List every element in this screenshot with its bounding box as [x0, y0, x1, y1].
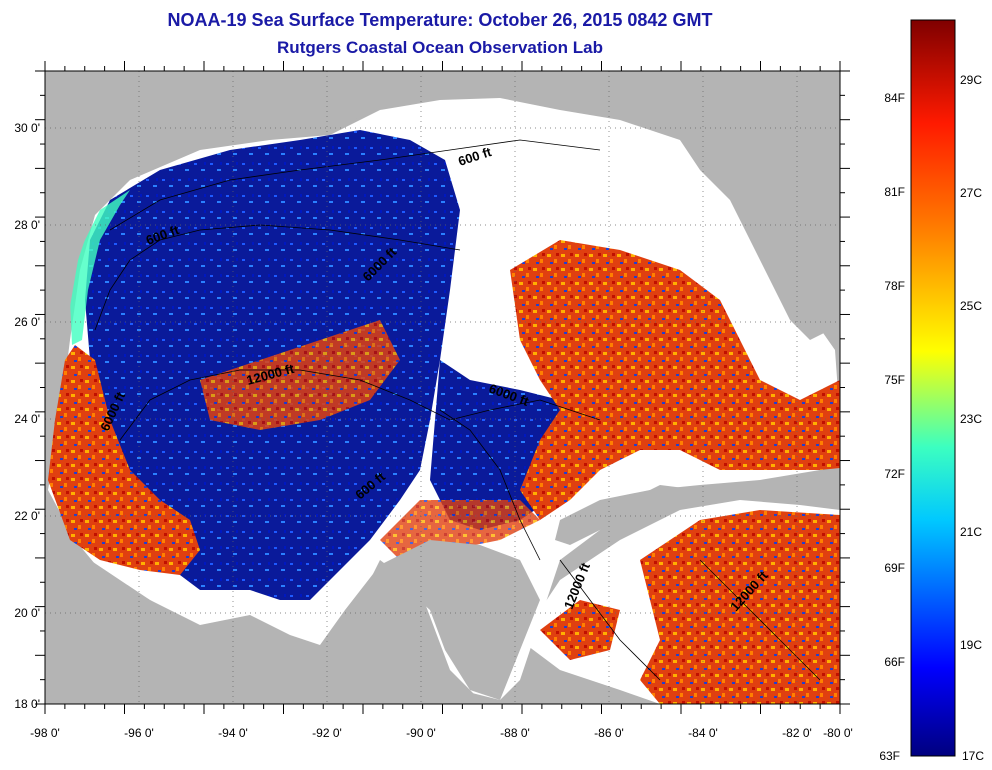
- lon-tick-label: -98 0': [30, 726, 60, 740]
- colorbar-c-label: 25C: [960, 299, 982, 313]
- colorbar-f-label: 69F: [884, 561, 905, 575]
- warm-water-yucatan: [540, 600, 620, 660]
- colorbar-f-label: 84F: [884, 91, 905, 105]
- warm-plume-mid: [200, 320, 400, 430]
- map-subtitle: Rutgers Coastal Ocean Observation Lab: [277, 38, 603, 57]
- map-title: NOAA-19 Sea Surface Temperature: October…: [167, 10, 713, 30]
- lon-tick-label: -92 0': [312, 726, 342, 740]
- colorbar-c-label: 19C: [960, 638, 982, 652]
- colorbar-c-label: 17C: [962, 749, 984, 763]
- lon-tick-label: -80 0': [823, 726, 853, 740]
- colorbar-c-label: 21C: [960, 525, 982, 539]
- florida-land: [680, 100, 835, 340]
- lat-tick-label: 28 0': [14, 218, 40, 232]
- lon-tick-label: -88 0': [500, 726, 530, 740]
- colorbar: [910, 19, 956, 757]
- coastal-band: [70, 190, 130, 345]
- lon-tick-label: -86 0': [594, 726, 624, 740]
- colorbar-f-label: 72F: [884, 467, 905, 481]
- warm-water-east: [510, 240, 840, 520]
- us-coast-land: [45, 71, 840, 470]
- colorbar-f-label: 78F: [884, 279, 905, 293]
- cuba-land: [555, 468, 840, 545]
- lat-tick-label: 20 0': [14, 606, 40, 620]
- lat-tick-label: 18 0': [14, 697, 40, 711]
- colorbar-c-label: 29C: [960, 73, 982, 87]
- colorbar-c-labels: 29C 27C 25C 23C 21C 19C 17C: [960, 73, 984, 763]
- colorbar-f-labels: 84F 81F 78F 75F 72F 69F 66F 63F: [879, 91, 905, 763]
- lat-tick-label: 24 0': [14, 412, 40, 426]
- mexico-land: [45, 560, 500, 704]
- lon-tick-label: -90 0': [406, 726, 436, 740]
- colorbar-c-label: 23C: [960, 412, 982, 426]
- axis-ticks: [35, 61, 850, 714]
- yucatan-land: [380, 540, 540, 700]
- lon-tick-label: -96 0': [124, 726, 154, 740]
- lat-tick-label: 22 0': [14, 509, 40, 523]
- lat-lon-grid: [45, 71, 840, 704]
- colorbar-f-label: 81F: [884, 185, 905, 199]
- lat-axis: 30 0' 28 0' 26 0' 24 0' 22 0' 20 0' 18 0…: [14, 121, 40, 711]
- lat-tick-label: 26 0': [14, 315, 40, 329]
- lon-axis: -98 0' -96 0' -94 0' -92 0' -90 0' -88 0…: [30, 726, 853, 740]
- warm-water-caribbean: [640, 510, 840, 704]
- colorbar-f-label: 66F: [884, 655, 905, 669]
- lat-tick-label: 30 0': [14, 121, 40, 135]
- lon-tick-label: -94 0': [218, 726, 248, 740]
- bathymetry-contours: [94, 139, 821, 681]
- warm-water-west: [48, 345, 200, 575]
- colorbar-f-label: 75F: [884, 373, 905, 387]
- lon-tick-label: -82 0': [782, 726, 812, 740]
- colorbar-c-label: 27C: [960, 186, 982, 200]
- colorbar-f-label: 63F: [879, 749, 900, 763]
- lon-tick-label: -84 0': [688, 726, 718, 740]
